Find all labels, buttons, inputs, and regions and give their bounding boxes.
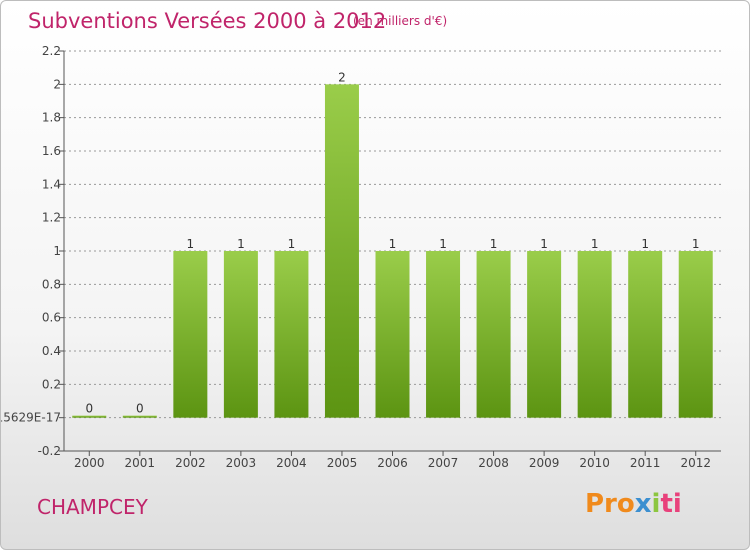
bar-2000 — [72, 415, 107, 418]
x-tick-label-2001: 2001 — [125, 456, 156, 470]
data-label-2000: 0 — [85, 402, 93, 416]
bar-2004 — [274, 251, 309, 418]
y-tick-label: 0.4 — [42, 344, 61, 358]
chart-unit-label: (en milliers d'€) — [353, 14, 448, 28]
x-tick-label-2006: 2006 — [377, 456, 408, 470]
bar-2009 — [527, 251, 562, 418]
x-tick-label-2002: 2002 — [175, 456, 206, 470]
data-label-2006: 1 — [389, 237, 397, 251]
y-tick-label: 0.2 — [42, 377, 61, 391]
y-tick-label: 2.2 — [42, 44, 61, 58]
x-tick-label-2000: 2000 — [74, 456, 105, 470]
logo-part-2: x — [634, 489, 652, 519]
x-tick-label-2005: 2005 — [327, 456, 358, 470]
x-tick-label-2009: 2009 — [529, 456, 560, 470]
x-tick-label-2004: 2004 — [276, 456, 307, 470]
bar-2008 — [476, 251, 511, 418]
data-label-2012: 1 — [692, 237, 700, 251]
data-label-2001: 0 — [136, 402, 144, 416]
proxiti-logo[interactable]: Proxiti — [585, 489, 682, 519]
y-tick-label: -0.2 — [38, 444, 61, 458]
y-tick-label: 1.15629E-17 — [1, 411, 61, 425]
y-tick-label: 1 — [53, 244, 61, 258]
x-tick-label-2010: 2010 — [579, 456, 610, 470]
bar-2002 — [173, 251, 208, 418]
x-tick-label-2011: 2011 — [630, 456, 661, 470]
data-label-2007: 1 — [439, 237, 447, 251]
bar-2003 — [223, 251, 258, 418]
bar-2012 — [678, 251, 713, 418]
data-label-2009: 1 — [540, 237, 548, 251]
y-tick-label: 1.2 — [42, 211, 61, 225]
bar-2006 — [375, 251, 410, 418]
y-tick-label: 1.6 — [42, 144, 61, 158]
bar-2011 — [628, 251, 663, 418]
data-label-2008: 1 — [490, 237, 498, 251]
x-tick-label-2007: 2007 — [428, 456, 459, 470]
logo-part-1: Pro — [585, 489, 635, 519]
commune-name: CHAMPCEY — [37, 495, 148, 519]
x-tick-label-2003: 2003 — [226, 456, 257, 470]
bar-2001 — [122, 415, 157, 418]
x-tick-label-2012: 2012 — [680, 456, 711, 470]
y-tick-label: 2 — [53, 77, 61, 91]
bar-2007 — [426, 251, 461, 418]
y-tick-label: 1.4 — [42, 177, 61, 191]
y-tick-label: 0.6 — [42, 311, 61, 325]
logo-part-3: i — [651, 489, 661, 519]
logo-part-4: ti — [660, 489, 682, 519]
bar-2005 — [324, 84, 359, 418]
data-label-2005: 2 — [338, 70, 346, 84]
bar-2010 — [577, 251, 612, 418]
chart-title: Subventions Versées 2000 à 2012 — [28, 9, 387, 33]
y-tick-label: 1.8 — [42, 111, 61, 125]
x-tick-label-2008: 2008 — [478, 456, 509, 470]
y-tick-label: 0.8 — [42, 277, 61, 291]
data-label-2011: 1 — [641, 237, 649, 251]
data-label-2010: 1 — [591, 237, 599, 251]
data-label-2004: 1 — [288, 237, 296, 251]
data-label-2002: 1 — [187, 237, 195, 251]
data-label-2003: 1 — [237, 237, 245, 251]
